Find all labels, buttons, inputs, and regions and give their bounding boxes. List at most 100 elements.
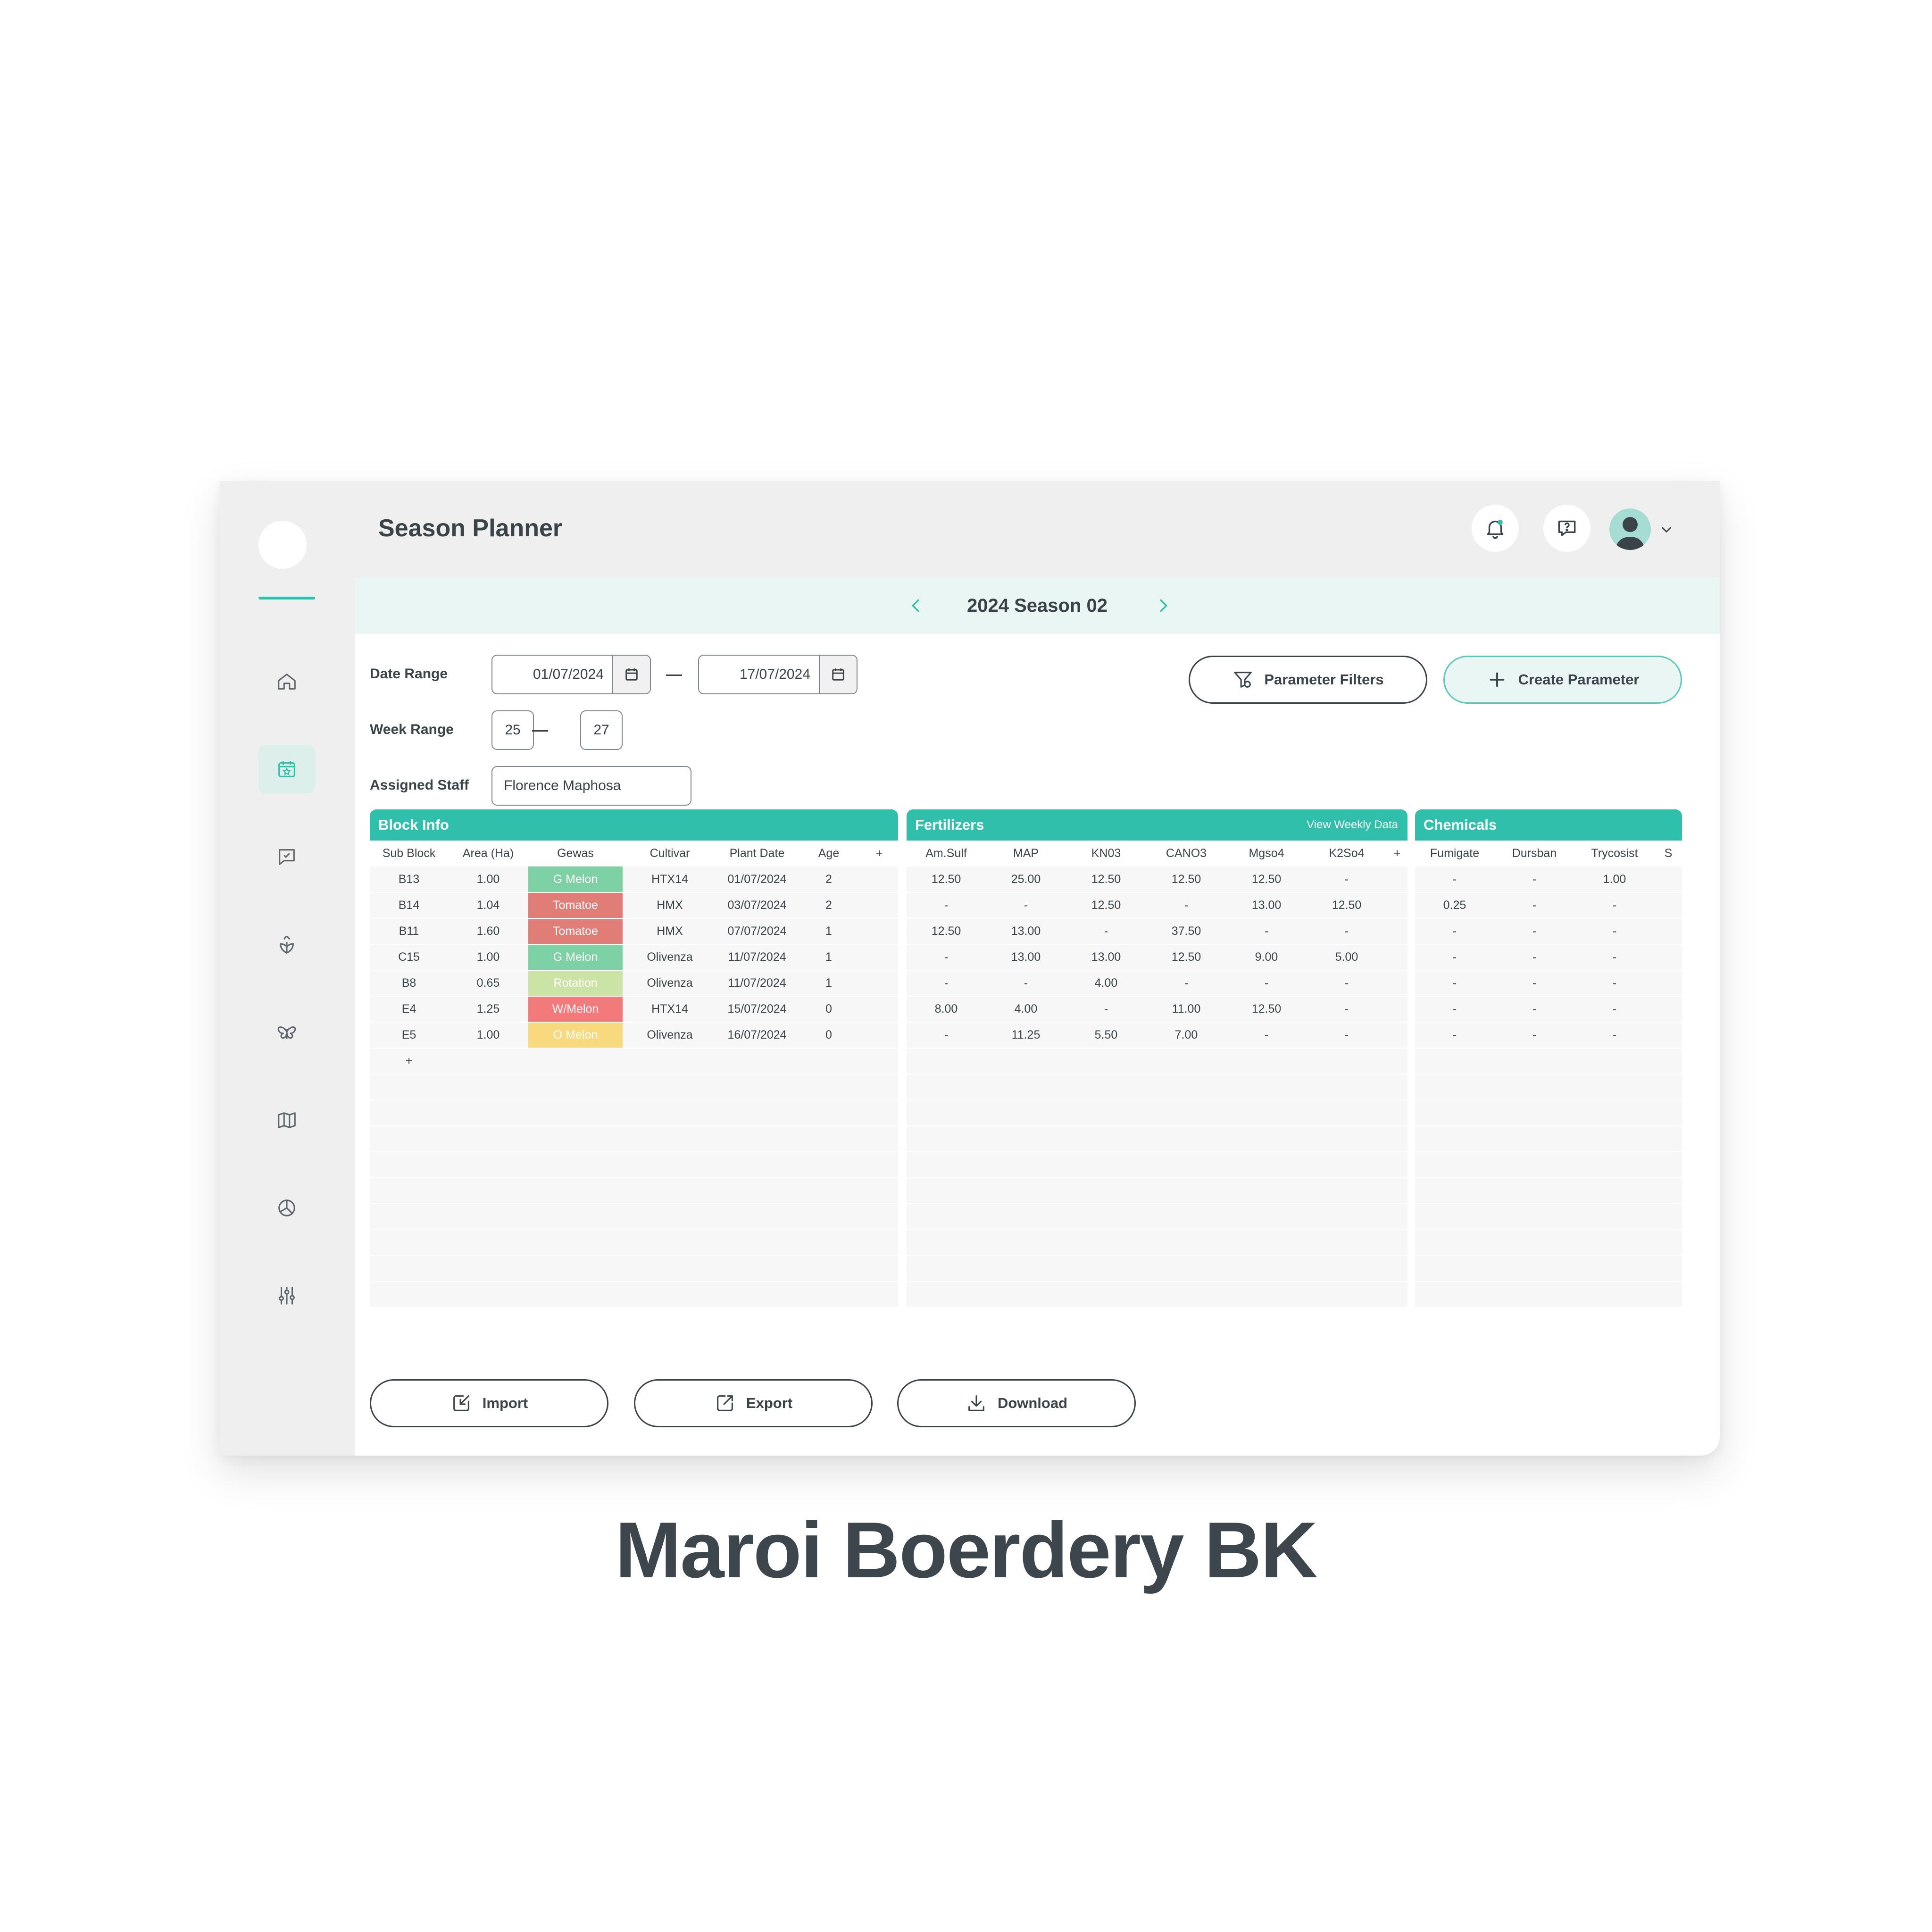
- table-row[interactable]: B13 1.00 G Melon HTX14 01/07/2024 2: [370, 866, 898, 893]
- table-cell[interactable]: -: [1307, 1022, 1387, 1049]
- table-row[interactable]: ---: [1415, 944, 1682, 971]
- nav-messages[interactable]: [258, 833, 315, 881]
- add-row[interactable]: +: [370, 1048, 898, 1074]
- date-from-field[interactable]: 01/07/2024: [491, 655, 651, 694]
- table-cell[interactable]: -: [1574, 996, 1655, 1023]
- assigned-staff-field[interactable]: Florence Maphosa: [491, 766, 691, 806]
- table-cell[interactable]: -: [1307, 996, 1387, 1023]
- table-cell[interactable]: -: [1494, 996, 1574, 1023]
- date-from-calendar-button[interactable]: [612, 656, 650, 693]
- logo[interactable]: [258, 521, 307, 569]
- add-column-button[interactable]: +: [860, 841, 898, 866]
- nav-home[interactable]: [258, 658, 315, 706]
- table-cell[interactable]: 4.00: [1066, 970, 1146, 997]
- table-cell[interactable]: [1655, 970, 1682, 997]
- table-cell[interactable]: -: [1574, 918, 1655, 945]
- table-cell[interactable]: -: [1226, 1022, 1307, 1049]
- table-cell[interactable]: 1.00: [1574, 866, 1655, 893]
- table-row[interactable]: C15 1.00 G Melon Olivenza 11/07/2024 1: [370, 944, 898, 971]
- table-cell[interactable]: 13.00: [986, 944, 1066, 971]
- table-cell[interactable]: -: [1415, 944, 1494, 971]
- table-cell[interactable]: -: [1494, 866, 1574, 893]
- table-cell[interactable]: -: [1226, 918, 1307, 945]
- table-row[interactable]: B14 1.04 Tomatoe HMX 03/07/2024 2: [370, 892, 898, 919]
- table-cell[interactable]: -: [907, 970, 986, 997]
- table-cell[interactable]: 12.50: [907, 866, 986, 893]
- table-cell[interactable]: -: [1307, 970, 1387, 997]
- nav-season-planner[interactable]: [258, 745, 315, 793]
- table-cell[interactable]: 12.50: [1307, 892, 1387, 919]
- table-cell[interactable]: 12.50: [907, 918, 986, 945]
- table-row[interactable]: 8.00 4.00-11.00 12.50-: [907, 996, 1407, 1023]
- table-cell[interactable]: -: [1307, 918, 1387, 945]
- table-cell[interactable]: -: [1494, 918, 1574, 945]
- table-cell[interactable]: 8.00: [907, 996, 986, 1023]
- table-cell[interactable]: 12.50: [1066, 866, 1146, 893]
- table-row[interactable]: -13.00 13.00 12.50 9.00 5.00: [907, 944, 1407, 971]
- table-cell[interactable]: -: [1574, 944, 1655, 971]
- table-row[interactable]: 12.50 25.00 12.50 12.50 12.50-: [907, 866, 1407, 893]
- table-row[interactable]: 12.50 13.00-37.50- -: [907, 918, 1407, 945]
- table-cell[interactable]: -: [986, 892, 1066, 919]
- table-cell[interactable]: -: [907, 944, 986, 971]
- table-cell[interactable]: 5.00: [1307, 944, 1387, 971]
- table-cell[interactable]: 9.00: [1226, 944, 1307, 971]
- table-row[interactable]: 0.25- -: [1415, 892, 1682, 919]
- table-row[interactable]: - -1.00: [1415, 866, 1682, 893]
- parameter-filters-button[interactable]: Parameter Filters: [1189, 656, 1427, 704]
- table-row[interactable]: B8 0.65 Rotation Olivenza 11/07/2024 1: [370, 970, 898, 997]
- table-cell[interactable]: -: [1415, 866, 1494, 893]
- table-cell[interactable]: -: [1146, 970, 1226, 997]
- notifications-button[interactable]: [1472, 505, 1519, 552]
- table-row[interactable]: E4 1.25 W/Melon HTX14 15/07/2024 0: [370, 996, 898, 1023]
- table-row[interactable]: ---: [1415, 1022, 1682, 1049]
- table-cell[interactable]: -: [1415, 970, 1494, 997]
- table-cell[interactable]: -: [1226, 970, 1307, 997]
- table-row[interactable]: ---: [1415, 970, 1682, 997]
- week-to-field[interactable]: 27: [580, 710, 623, 750]
- export-button[interactable]: Export: [634, 1379, 873, 1427]
- table-cell[interactable]: 0.25: [1415, 892, 1494, 919]
- add-row-button[interactable]: +: [370, 1048, 448, 1074]
- table-cell[interactable]: -: [907, 1022, 986, 1049]
- table-cell[interactable]: 13.00: [1066, 944, 1146, 971]
- table-row[interactable]: ---: [1415, 918, 1682, 945]
- table-cell[interactable]: 11.00: [1146, 996, 1226, 1023]
- import-button[interactable]: Import: [370, 1379, 608, 1427]
- table-cell[interactable]: -: [1415, 1022, 1494, 1049]
- table-cell[interactable]: 12.50: [1146, 944, 1226, 971]
- previous-season-button[interactable]: [902, 591, 930, 620]
- nav-settings[interactable]: [258, 1272, 315, 1320]
- table-cell[interactable]: -: [1574, 970, 1655, 997]
- table-cell[interactable]: 12.50: [1066, 892, 1146, 919]
- table-cell[interactable]: -: [1494, 944, 1574, 971]
- table-cell[interactable]: 37.50: [1146, 918, 1226, 945]
- table-cell[interactable]: [1655, 944, 1682, 971]
- table-cell[interactable]: 12.50: [1146, 866, 1226, 893]
- next-season-button[interactable]: [1149, 591, 1177, 620]
- table-cell[interactable]: 5.50: [1066, 1022, 1146, 1049]
- download-button[interactable]: Download: [897, 1379, 1136, 1427]
- user-avatar-icon[interactable]: [1609, 508, 1651, 550]
- table-cell[interactable]: 12.50: [1226, 866, 1307, 893]
- table-cell[interactable]: [1655, 918, 1682, 945]
- table-row[interactable]: - -12.50-13.00 12.50: [907, 892, 1407, 919]
- table-cell[interactable]: 7.00: [1146, 1022, 1226, 1049]
- table-cell[interactable]: -: [1146, 892, 1226, 919]
- table-cell[interactable]: [1655, 996, 1682, 1023]
- table-cell[interactable]: -: [1494, 970, 1574, 997]
- table-row[interactable]: B11 1.60 Tomatoe HMX 07/07/2024 1: [370, 918, 898, 945]
- table-row[interactable]: ---: [1415, 996, 1682, 1023]
- chevron-down-icon[interactable]: [1658, 522, 1674, 538]
- table-cell[interactable]: -: [1574, 1022, 1655, 1049]
- table-cell[interactable]: -: [1415, 918, 1494, 945]
- table-row[interactable]: -11.25 5.50 7.00- -: [907, 1022, 1407, 1049]
- table-cell[interactable]: 13.00: [986, 918, 1066, 945]
- table-cell[interactable]: -: [1494, 1022, 1574, 1049]
- help-button[interactable]: [1543, 505, 1591, 552]
- view-weekly-data-link[interactable]: View Weekly Data: [1307, 818, 1398, 831]
- table-cell[interactable]: -: [907, 892, 986, 919]
- table-cell[interactable]: -: [1415, 996, 1494, 1023]
- table-cell[interactable]: 12.50: [1226, 996, 1307, 1023]
- date-to-field[interactable]: 17/07/2024: [698, 655, 858, 694]
